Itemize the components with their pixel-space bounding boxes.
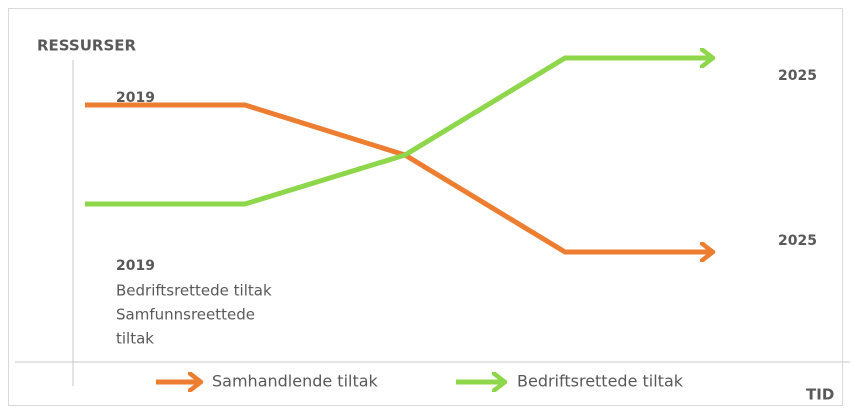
green-line [85, 58, 712, 207]
orange-line [85, 102, 712, 252]
frame [8, 8, 843, 406]
note-line: Bedriftsrettede tiltak [116, 282, 272, 300]
note-year: 2019 [116, 258, 155, 274]
x-label: TID [806, 386, 834, 404]
end-label: 2025 [778, 68, 817, 84]
note-line: Samfunnsreettede [116, 306, 255, 324]
note-line: tiltak [116, 330, 154, 348]
start-label: 2019 [116, 90, 155, 106]
end-label: 2025 [778, 233, 817, 249]
legend-label: Bedriftsrettede tiltak [517, 372, 684, 391]
y-label: RESSURSER [37, 37, 137, 55]
legend-label: Samhandlende tiltak [212, 372, 379, 391]
